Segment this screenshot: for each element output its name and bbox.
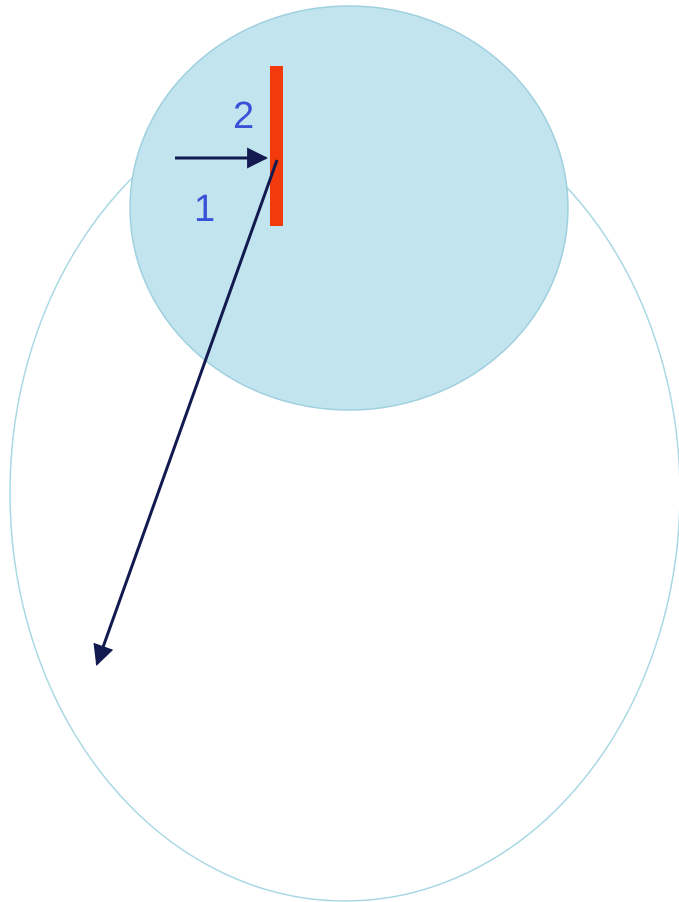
label-1: 1: [194, 188, 215, 230]
barrier-bar: [270, 66, 283, 226]
outgoing-arrow: [93, 159, 279, 666]
inner-circle: [129, 5, 569, 411]
label-2: 2: [233, 95, 254, 137]
